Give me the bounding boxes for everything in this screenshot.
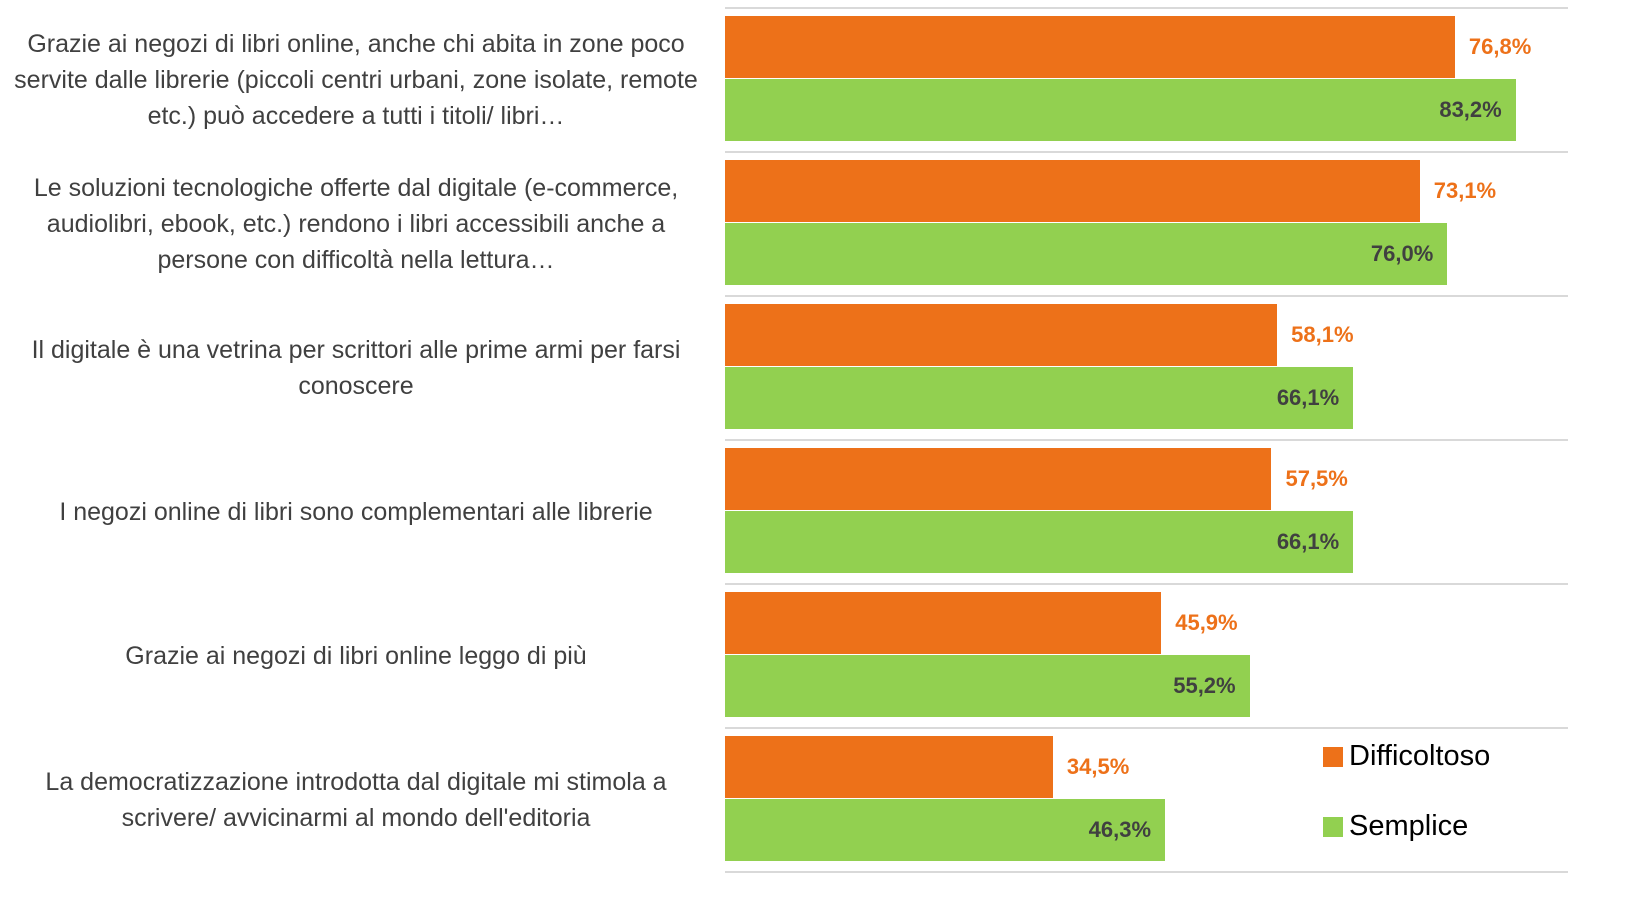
separator [725, 151, 1568, 153]
category-label: Le soluzioni tecnologiche offerte dal di… [33, 174, 679, 274]
legend-item: Semplice [1323, 810, 1468, 843]
bar [725, 655, 1250, 717]
category-label: Grazie ai negozi di libri online leggo d… [125, 642, 587, 670]
bar [725, 223, 1448, 285]
bar [725, 736, 1053, 798]
bar [725, 304, 1278, 366]
separator [725, 295, 1568, 297]
bar [725, 448, 1272, 510]
bar [725, 160, 1420, 222]
value-label: 55,2% [1173, 673, 1236, 698]
category-label: I negozi online di libri sono complement… [59, 498, 653, 526]
legend-item: Difficoltoso [1323, 740, 1490, 773]
legend-swatch [1323, 816, 1343, 837]
separator [725, 871, 1568, 873]
bar [725, 79, 1516, 141]
separator [725, 583, 1568, 585]
value-label: 66,1% [1276, 385, 1340, 410]
value-label: 46,3% [1088, 817, 1152, 842]
value-label: 66,1% [1276, 529, 1340, 554]
separator [725, 439, 1568, 441]
category-label: Grazie ai negozi di libri online, anche … [14, 30, 698, 130]
value-label: 34,5% [1066, 754, 1130, 779]
value-label: 57,5% [1285, 466, 1348, 491]
value-label: 76,0% [1370, 241, 1434, 266]
bar [725, 799, 1166, 861]
bar [725, 592, 1162, 654]
separator [725, 7, 1568, 9]
separator [725, 727, 1568, 729]
value-label: 45,9% [1175, 610, 1238, 635]
legend-label: Semplice [1349, 810, 1469, 842]
bar [725, 16, 1455, 78]
category-label: La democratizzazione introdotta dal digi… [45, 768, 667, 832]
value-label: 76,8% [1468, 34, 1532, 59]
bar [725, 367, 1354, 429]
legend-label: Difficoltoso [1349, 740, 1491, 772]
value-label: 83,2% [1439, 97, 1502, 122]
category-label: Il digitale è una vetrina per scrittori … [31, 336, 681, 400]
value-label: 58,1% [1291, 322, 1354, 347]
bar [725, 511, 1354, 573]
value-label: 73,1% [1433, 178, 1497, 203]
legend-swatch [1323, 746, 1343, 767]
